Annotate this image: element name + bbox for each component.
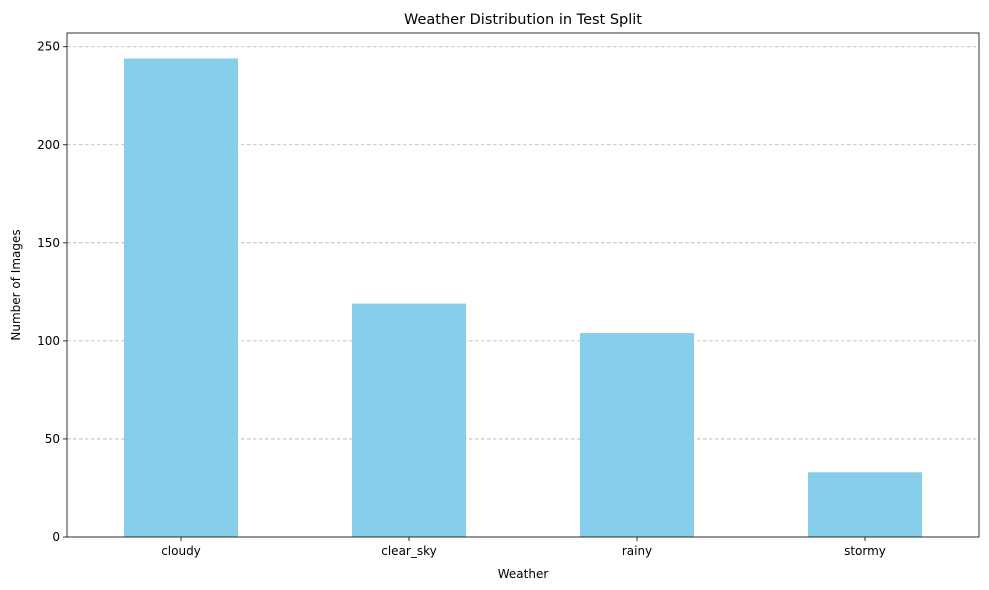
bar-cloudy: [124, 58, 238, 537]
bar-rainy: [580, 333, 694, 537]
x-tick-label: rainy: [622, 544, 652, 558]
bar-stormy: [808, 472, 922, 537]
y-tick-label: 50: [45, 432, 60, 446]
y-tick-label: 150: [37, 236, 60, 250]
plot-area-frame: [66, 32, 980, 538]
x-tick-label: stormy: [844, 544, 886, 558]
y-axis-label: Number of Images: [9, 229, 23, 340]
bar-clear-sky: [352, 303, 466, 537]
x-tick-label: cloudy: [161, 544, 201, 558]
chart-title: Weather Distribution in Test Split: [404, 12, 642, 28]
y-tick-label: 0: [52, 530, 60, 544]
y-tick-label: 200: [37, 138, 60, 152]
y-tick-label: 250: [37, 40, 60, 54]
bars: [124, 58, 922, 537]
axis-ticks: 0 50 100 150 200 250 cloudy clear_sky rainy storm…: [37, 40, 886, 558]
y-tick-label: 100: [37, 334, 60, 348]
x-tick-label: clear_sky: [381, 544, 436, 558]
x-axis-label: Weather: [498, 567, 549, 581]
